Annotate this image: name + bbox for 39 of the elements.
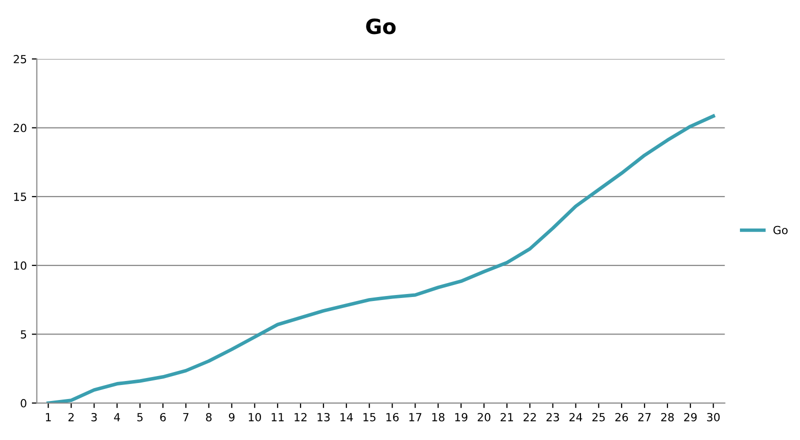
x-tick-label: 6: [160, 412, 166, 422]
x-tick-label: 8: [206, 412, 212, 422]
x-tick-label: 28: [661, 412, 674, 422]
x-tick-label: 20: [478, 412, 490, 422]
x-tick-label: 2: [68, 412, 74, 422]
x-tick-label: 29: [684, 412, 697, 422]
x-tick-label: 19: [455, 412, 468, 422]
x-tick-label: 12: [294, 412, 306, 422]
y-tick-label: 20: [14, 124, 26, 132]
x-tick-label: 17: [409, 413, 422, 422]
x-tick-label: 16: [386, 412, 399, 422]
x-tick-label: 14: [340, 413, 353, 422]
x-tick-label: 15: [363, 413, 376, 422]
x-tick-label: 26: [615, 412, 628, 422]
x-tick-label: 18: [432, 412, 444, 422]
x-tick-label: 22: [524, 412, 536, 422]
x-tick-label: 3: [91, 412, 97, 422]
x-tick-label: 7: [183, 413, 188, 422]
x-tick-label: 30: [707, 412, 720, 422]
y-tick-label: 10: [14, 261, 26, 270]
x-tick-label: 1: [46, 413, 51, 422]
x-tick-label: 4: [114, 413, 120, 422]
y-tick-label: 25: [14, 54, 26, 64]
x-tick-label: 27: [638, 412, 651, 422]
x-tick-label: 25: [592, 412, 605, 422]
x-tick-label: 23: [546, 412, 559, 422]
legend-label: Go: [773, 226, 788, 234]
y-tick-label: 15: [14, 192, 26, 201]
x-tick-label: 24: [569, 412, 582, 422]
chart-title: Go: [366, 18, 396, 34]
x-tick-label: 5: [137, 413, 143, 422]
x-tick-label: 21: [500, 412, 513, 422]
y-tick-label: 5: [20, 330, 26, 339]
x-tick-label: 13: [318, 412, 330, 422]
x-tick-label: 11: [272, 413, 284, 422]
x-tick-label: 9: [228, 412, 234, 422]
line-series: [46, 114, 716, 404]
y-tick-label: 0: [20, 399, 26, 408]
x-tick-label: 10: [248, 412, 261, 422]
